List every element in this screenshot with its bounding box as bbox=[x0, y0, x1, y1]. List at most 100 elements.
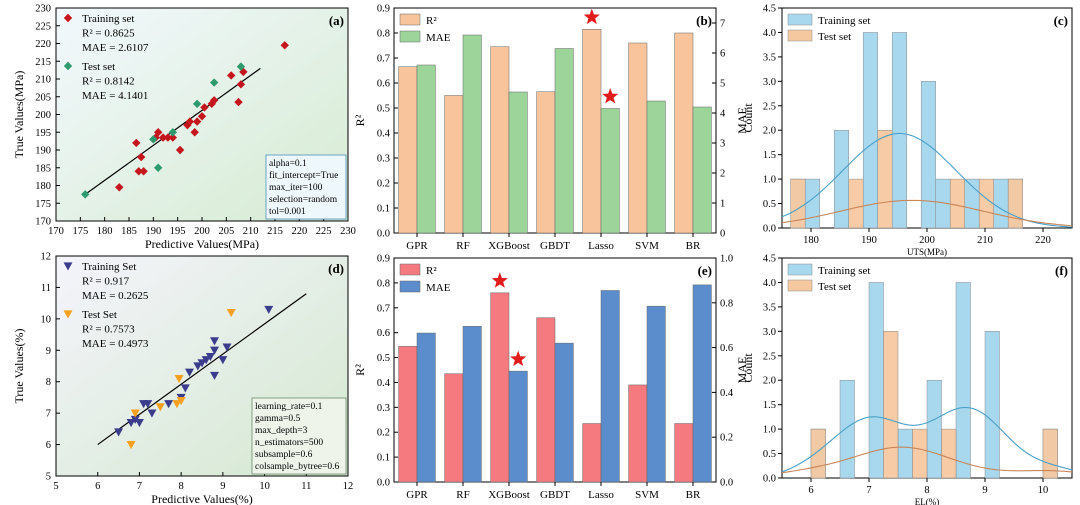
panel-e-y-right-tick-label: 0.4 bbox=[720, 388, 734, 399]
panel-a-point-training bbox=[175, 145, 185, 155]
panel-e-y-right-tick-label: 0.8 bbox=[720, 298, 733, 309]
panel-d-legend-label: Test Set bbox=[82, 309, 117, 321]
panel-d-point-test bbox=[130, 409, 140, 418]
panel-b-bar-r2 bbox=[490, 46, 510, 234]
panel-f-hist-bar-test bbox=[883, 331, 899, 479]
panel-c-y-tick-label: 0.0 bbox=[763, 224, 776, 235]
panel-d-x-tick-label: 6 bbox=[95, 481, 100, 492]
panel-e-panel-label: (e) bbox=[698, 263, 712, 278]
panel-d-point-training bbox=[114, 428, 124, 437]
panel-b-y-left-tick-label: 0.1 bbox=[377, 204, 390, 215]
panel-b-y-left-tick-label: 0.9 bbox=[377, 4, 390, 15]
panel-f-y-tick-label: 4.0 bbox=[763, 278, 776, 289]
panel-c-panel-label: (c) bbox=[1054, 13, 1068, 28]
panel-a-x-tick-label: 185 bbox=[121, 226, 137, 237]
panel-e-y-left-tick-label: 0.8 bbox=[377, 278, 390, 289]
panel-c-x-tick-label: 210 bbox=[977, 235, 993, 246]
panel-f-y-tick-label: 1.5 bbox=[763, 400, 776, 411]
panel-c-x-tick-label: 200 bbox=[919, 235, 935, 246]
panel-a-legend-stat: MAE = 2.6107 bbox=[82, 42, 149, 54]
panel-b-bar-mae bbox=[508, 91, 528, 234]
panel-a-point-training bbox=[190, 128, 199, 137]
panel-f-legend-swatch bbox=[787, 263, 813, 276]
panel-a-y-tick-label: 190 bbox=[35, 146, 51, 157]
panel-c-legend-swatch bbox=[787, 13, 813, 26]
panel-d-y-tick-label: 9 bbox=[46, 346, 51, 357]
panel-c-y-tick-label: 2.5 bbox=[763, 101, 776, 112]
panel-a-x-tick-label: 170 bbox=[48, 226, 64, 237]
panel-f-legend-swatch bbox=[787, 279, 813, 292]
panel-e-bar-r2 bbox=[536, 317, 556, 483]
panel-b-y-left-tick-label: 0.8 bbox=[377, 29, 390, 40]
panel-a-panel-label: (a) bbox=[329, 13, 344, 28]
panel-a-param-text: selection=random bbox=[269, 195, 338, 205]
panel-d-point-training bbox=[222, 343, 232, 352]
panel-a-param-box bbox=[265, 154, 347, 220]
panel-e-bar-mae bbox=[600, 290, 620, 483]
panel-d-x-tick-label: 10 bbox=[259, 481, 270, 492]
panel-e-x-tick-label: BR bbox=[686, 489, 701, 501]
panel-a-point-training bbox=[168, 133, 177, 142]
panel-a-point-training bbox=[154, 128, 163, 137]
panel-d-y-tick-label: 8 bbox=[46, 377, 51, 388]
panel-c-hist-bar-training bbox=[891, 32, 907, 229]
panel-f-y-axis-label: Count bbox=[741, 353, 755, 383]
panel-e-y-left-tick-label: 0.6 bbox=[377, 328, 390, 339]
panel-d-point-training bbox=[218, 356, 228, 365]
panel-d-point-training bbox=[264, 305, 274, 314]
panel-d-legend-marker bbox=[63, 310, 73, 319]
panel-b-x-tick-label: RF bbox=[456, 240, 469, 252]
panel-f-hist-bar-test bbox=[810, 428, 826, 479]
panel-b-bar-r2 bbox=[582, 29, 602, 234]
panel-c-legend-label: Test set bbox=[818, 31, 851, 43]
panel-a-point-training bbox=[132, 138, 141, 148]
panel-b-legend-swatch bbox=[399, 30, 421, 43]
panel-e-bar-mae bbox=[692, 284, 712, 483]
panel-f-y-tick-label: 4.5 bbox=[763, 254, 776, 265]
panel-a-x-axis-label: Predictive Values(MPa) bbox=[145, 237, 259, 251]
panel-c-x-axis-label: UTS(MPa) bbox=[907, 247, 947, 257]
panel-a-x-tick-label: 225 bbox=[316, 226, 332, 237]
panel-d-point-training bbox=[197, 359, 207, 368]
panel-d-legend-stat: R² = 0.7573 bbox=[82, 324, 135, 336]
panel-e-y-right-tick-label: 0.6 bbox=[720, 343, 733, 354]
panel-e-legend-swatch bbox=[399, 263, 421, 276]
panel-b-x-tick-label: BR bbox=[686, 240, 701, 252]
panel-c-y-tick-label: 1.5 bbox=[763, 150, 776, 161]
panel-b-bar-mae bbox=[600, 108, 620, 234]
panel-c-legend-label: Training set bbox=[818, 15, 870, 27]
panel-a-y-tick-label: 185 bbox=[35, 163, 51, 174]
panel-e-y-left-tick-label: 0.3 bbox=[377, 403, 390, 414]
panel-a-legend-label: Test set bbox=[82, 61, 115, 73]
panel-c-y-tick-label: 3.0 bbox=[763, 77, 776, 88]
panel-d-point-training bbox=[147, 409, 157, 418]
panel-d-point-training bbox=[180, 384, 190, 393]
panel-c-hist-bar-training bbox=[833, 129, 849, 229]
panel-b-y-left-tick-label: 0.6 bbox=[377, 79, 390, 90]
panel-b-x-tick-label: Lasso bbox=[588, 240, 614, 252]
panel-a-param-text: max_iter=100 bbox=[269, 183, 323, 193]
panel-e-x-tick-label: XGBoost bbox=[488, 489, 530, 501]
panel-e-bar-r2 bbox=[582, 423, 602, 483]
panel-d-point-training bbox=[134, 418, 144, 428]
panel-a-x-tick-label: 190 bbox=[145, 226, 161, 237]
panel-b-y-right-label: MAE bbox=[735, 107, 749, 134]
panel-b-y-right-tick-label: 5 bbox=[720, 79, 725, 90]
panel-c-hist-bar-training bbox=[804, 178, 820, 229]
panel-b-bar-mae bbox=[554, 48, 574, 234]
panel-b-y-right-tick-label: 7 bbox=[720, 19, 725, 30]
panel-d-point-test bbox=[155, 403, 165, 412]
panel-a-x-tick-label: 180 bbox=[97, 226, 113, 237]
panel-c-x-tick-label: 180 bbox=[803, 235, 819, 246]
panel-b-legend-swatch bbox=[399, 13, 421, 26]
panel-d-y-tick-label: 11 bbox=[41, 283, 51, 294]
panel-d-point-training bbox=[130, 415, 140, 424]
panel-b-bar-r2 bbox=[444, 95, 464, 234]
panel-b-y-right-tick-label: 0 bbox=[720, 229, 725, 240]
panel-e-y-left-tick-label: 0.5 bbox=[377, 353, 390, 364]
panel-b-star-marker bbox=[583, 8, 600, 25]
panel-e-bar-r2 bbox=[490, 292, 510, 483]
panel-a-y-tick-label: 205 bbox=[35, 92, 51, 103]
panel-f-x-tick-label: 9 bbox=[982, 485, 987, 496]
